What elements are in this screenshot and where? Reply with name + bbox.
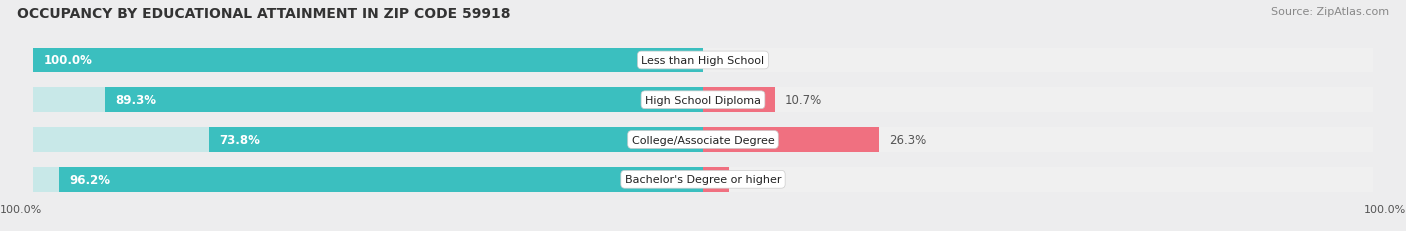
Bar	[34, 49, 703, 73]
Text: 26.3%: 26.3%	[889, 134, 927, 146]
Text: OCCUPANCY BY EDUCATIONAL ATTAINMENT IN ZIP CODE 59918: OCCUPANCY BY EDUCATIONAL ATTAINMENT IN Z…	[17, 7, 510, 21]
Text: Bachelor's Degree or higher: Bachelor's Degree or higher	[624, 175, 782, 185]
Text: Source: ZipAtlas.com: Source: ZipAtlas.com	[1271, 7, 1389, 17]
Bar	[703, 167, 1372, 192]
Bar	[703, 128, 879, 152]
Bar	[703, 167, 730, 192]
Text: Less than High School: Less than High School	[641, 56, 765, 66]
Bar	[703, 88, 775, 112]
Bar	[34, 128, 703, 152]
Text: 3.9%: 3.9%	[740, 173, 769, 186]
Text: 100.0%: 100.0%	[1364, 204, 1406, 214]
Text: 96.2%: 96.2%	[69, 173, 110, 186]
Text: College/Associate Degree: College/Associate Degree	[631, 135, 775, 145]
Bar	[105, 88, 703, 112]
Text: High School Diploma: High School Diploma	[645, 95, 761, 105]
Bar	[703, 88, 1372, 112]
Text: 89.3%: 89.3%	[115, 94, 156, 107]
Bar	[703, 49, 1372, 73]
Bar	[703, 128, 1372, 152]
Text: 10.7%: 10.7%	[785, 94, 823, 107]
Bar	[34, 167, 703, 192]
Bar	[59, 167, 703, 192]
Bar	[34, 88, 703, 112]
Text: 73.8%: 73.8%	[219, 134, 260, 146]
Bar	[209, 128, 703, 152]
Bar	[34, 49, 703, 73]
Text: 100.0%: 100.0%	[0, 204, 42, 214]
Text: 0.0%: 0.0%	[713, 54, 742, 67]
Text: 100.0%: 100.0%	[44, 54, 93, 67]
